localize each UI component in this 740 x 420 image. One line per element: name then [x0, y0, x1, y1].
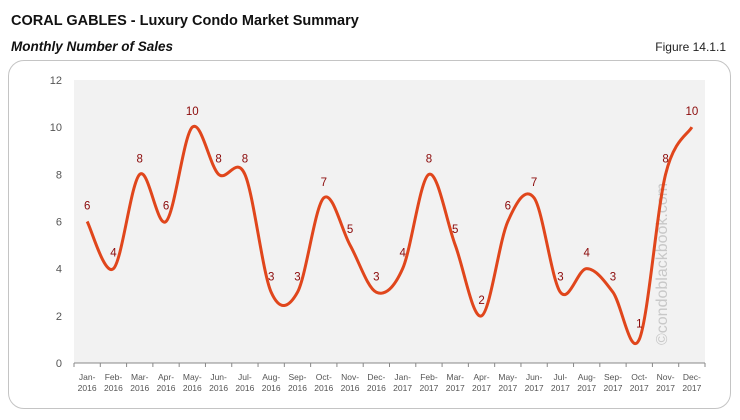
x-tick-label: Oct-2017	[630, 372, 649, 393]
plot-area	[74, 80, 705, 363]
x-tick-label: Jul-2017	[551, 372, 570, 393]
data-label: 3	[294, 271, 300, 283]
y-tick-label: 4	[56, 264, 62, 276]
x-tick-label: Aug-2017	[577, 372, 596, 393]
x-tick-label: Sep-2017	[604, 372, 623, 393]
data-label: 8	[426, 153, 432, 165]
chart-frame	[8, 60, 731, 409]
data-label: 3	[373, 271, 379, 283]
data-label: 3	[268, 271, 274, 283]
y-tick-label: 6	[56, 217, 62, 229]
data-label: 4	[583, 248, 590, 260]
y-tick-label: 2	[56, 311, 62, 323]
data-label: 1	[636, 318, 642, 330]
data-label: 3	[610, 271, 616, 283]
y-tick-label: 10	[50, 122, 62, 134]
x-tick-label: Mar-2016	[130, 372, 149, 393]
x-tick-label: Oct-2016	[314, 372, 333, 393]
data-label: 8	[215, 153, 221, 165]
x-tick-label: Dec-2016	[367, 372, 386, 393]
x-tick-label: Mar-2017	[446, 372, 465, 393]
x-tick-label: Apr-2016	[157, 372, 176, 393]
data-label: 5	[452, 224, 458, 236]
series-line	[85, 124, 694, 345]
report-title: CORAL GABLES - Luxury Condo Market Summa…	[11, 13, 359, 29]
data-label: 6	[84, 201, 90, 213]
x-tick-label: Nov-2016	[341, 372, 360, 393]
data-label: 8	[242, 153, 248, 165]
x-tick-label: Dec-2017	[682, 372, 701, 393]
data-label: 2	[478, 295, 484, 307]
x-tick-label: May-2016	[183, 372, 202, 393]
y-tick-label: 8	[56, 169, 62, 181]
y-tick-label: 0	[56, 358, 62, 370]
data-label: 6	[163, 201, 169, 213]
x-tick-label: Aug-2016	[262, 372, 281, 393]
data-label: 4	[110, 248, 117, 260]
data-label: 10	[685, 106, 698, 118]
x-tick-label: Sep-2016	[288, 372, 307, 393]
x-tick-label: May-2017	[498, 372, 517, 393]
x-tick-label: Jul-2016	[235, 372, 254, 393]
y-tick-label: 12	[50, 75, 62, 87]
x-tick-label: Jun-2017	[525, 372, 544, 393]
data-label: 7	[531, 177, 537, 189]
x-tick-label: Jan-2016	[78, 372, 97, 393]
data-label: 4	[399, 248, 406, 260]
x-tick-label: Feb-2017	[419, 372, 438, 393]
data-label: 7	[321, 177, 327, 189]
data-label: 5	[347, 224, 353, 236]
x-tick-label: Apr-2017	[472, 372, 491, 393]
chart-subtitle: Monthly Number of Sales	[11, 39, 174, 54]
data-label: 3	[557, 271, 563, 283]
x-tick-label: Jun-2016	[209, 372, 228, 393]
watermark-logo: ©condoblackbook.com	[654, 183, 671, 345]
figure-number: Figure 14.1.1	[655, 40, 726, 54]
x-tick-label: Feb-2016	[104, 372, 123, 393]
x-tick-label: Jan-2017	[393, 372, 412, 393]
data-label: 8	[662, 153, 668, 165]
data-label: 10	[186, 106, 199, 118]
data-label: 8	[137, 153, 143, 165]
data-label: 6	[505, 201, 511, 213]
x-tick-label: Nov-2017	[656, 372, 675, 393]
